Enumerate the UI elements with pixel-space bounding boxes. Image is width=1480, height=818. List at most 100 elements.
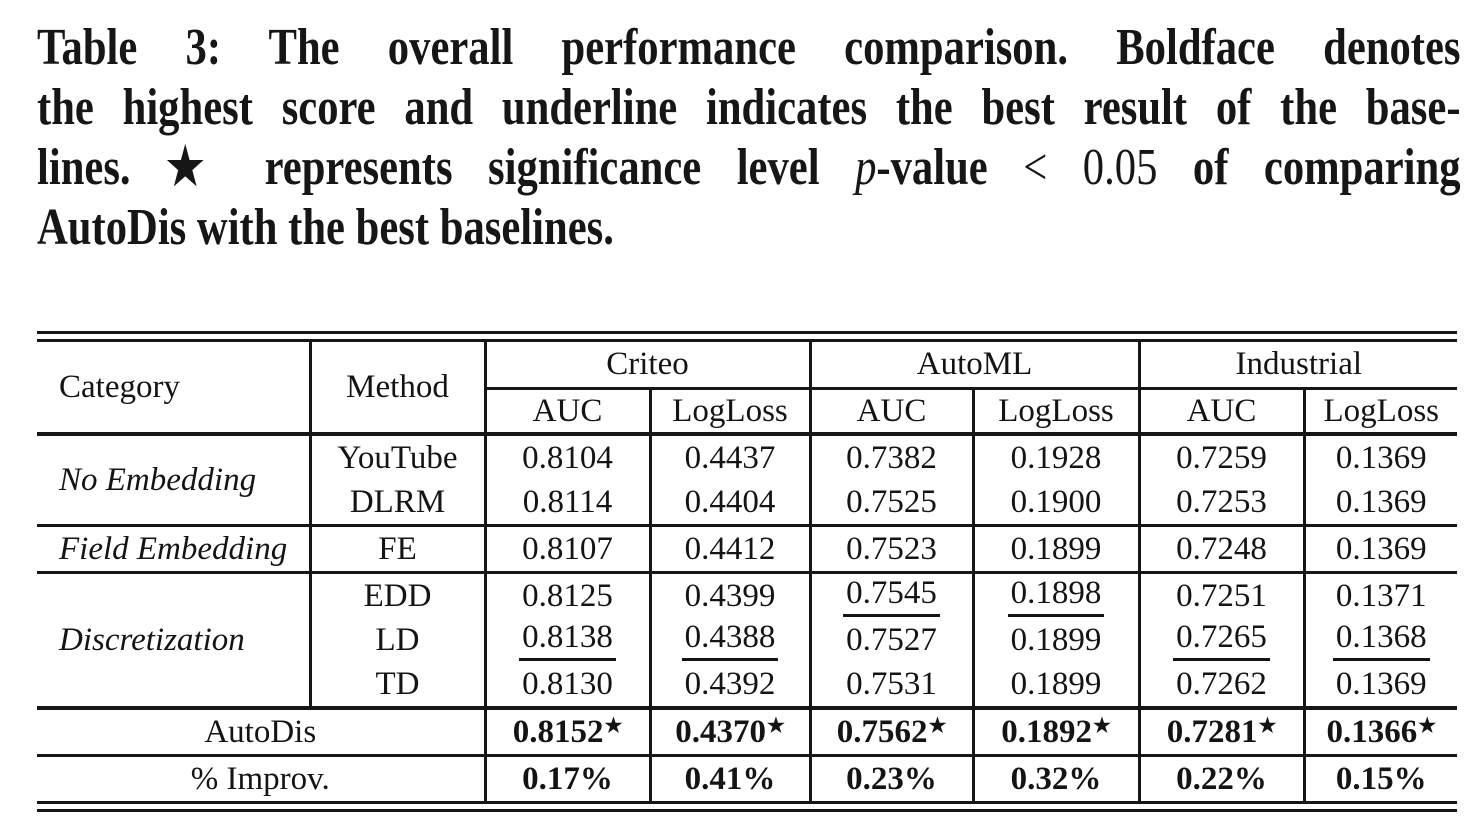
method-header: Method — [310, 340, 487, 436]
value-cell: 0.7248 — [1139, 525, 1306, 574]
caption-line-3: lines. ★ represents significance level p… — [37, 138, 1461, 198]
table-caption: Table 3: The overall performance compari… — [37, 18, 1461, 258]
group-header-automl: AutoML — [810, 340, 1141, 390]
value-cell: 0.4370★ — [650, 708, 812, 757]
value-cell: 0.8104 — [485, 434, 652, 480]
method-cell: TD — [310, 662, 487, 710]
value-cell: 0.7251 — [1139, 572, 1306, 618]
value-cell: 0.1371 — [1335, 577, 1427, 614]
summary-label-cell: % Improv. — [37, 755, 487, 803]
metric-header-auc: AUC — [485, 388, 652, 436]
value-cell: 0.7382 — [810, 434, 975, 480]
header-row-groups: Category Method Criteo AutoML Industrial — [37, 340, 1458, 436]
results-table: Category Method Criteo AutoML Industrial… — [37, 339, 1458, 804]
table-row: TD 0.8130 0.4392 0.7531 0.1899 0.7262 0.1369 — [37, 662, 1458, 710]
value-cell: 0.1899 — [973, 525, 1141, 574]
caption-pvalue-threshold: < 0.05 — [1023, 139, 1158, 196]
value-cell: 0.7265 — [1139, 618, 1306, 662]
category-header: Category — [37, 340, 312, 436]
caption-line-1: Table 3: The overall performance compari… — [37, 19, 1461, 76]
metric-header-logloss: LogLoss — [1304, 388, 1458, 436]
table-header: Category Method Criteo AutoML Industrial… — [37, 340, 1458, 436]
caption-line-2: the highest score and underline indicate… — [37, 79, 1461, 136]
value-cell: 0.15% — [1335, 760, 1427, 797]
caption-line3-suffix: of comparing — [1157, 139, 1461, 196]
value-cell: 0.4392 — [650, 662, 812, 710]
summary-label-cell: AutoDis — [37, 708, 487, 757]
caption-line-4: AutoDis with the best baselines. — [37, 199, 614, 256]
table-row: Discretization EDD 0.8125 0.4399 0.7545 0.189… — [37, 572, 1457, 710]
value-cell: 0.1369 — [1304, 662, 1458, 710]
value-cell: 0.23% — [810, 755, 975, 803]
metric-header-auc: AUC — [810, 388, 975, 436]
table-body: No Embedding YouTube 0.8104 0.4437 0.7382 0.1… — [37, 434, 1458, 803]
value-cell: 0.8114 — [485, 480, 652, 527]
value-cell: 0.1369 — [1304, 525, 1458, 574]
value-cell: 0.1899 — [973, 618, 1141, 662]
value-cell: 0.1928 — [973, 434, 1141, 480]
category-cell: No Embedding — [37, 434, 312, 527]
underlined-value: 0.1898 — [1007, 576, 1105, 617]
method-cell: FE — [310, 525, 487, 574]
group-header-industrial: Industrial — [1139, 340, 1458, 390]
value-cell: 0.7525 — [810, 480, 975, 527]
value-cell: 0.4399 — [650, 572, 812, 618]
method-cell: DLRM — [310, 480, 487, 527]
header-row-metrics: AUC LogLoss AUC LogLoss AUC LogLoss — [37, 388, 1458, 436]
metric-header-auc: AUC — [1139, 388, 1306, 436]
value-cell: 0.1368 — [1304, 618, 1457, 662]
significance-star-icon: ★ — [1418, 714, 1437, 737]
value-cell: 0.8125 — [485, 572, 652, 618]
group-header-criteo: Criteo — [485, 340, 812, 390]
metric-header-logloss: LogLoss — [973, 388, 1141, 436]
value-cell: 0.22% — [1139, 755, 1306, 803]
value-cell: 0.4412 — [650, 525, 812, 574]
value-cell: 0.7562★ — [810, 708, 975, 757]
value-cell: 0.1366★ — [1304, 708, 1458, 757]
significance-star-icon: ★ — [1093, 714, 1111, 737]
value-cell: 0.32% — [973, 755, 1141, 803]
underlined-value: 0.7265 — [1173, 620, 1270, 661]
value-cell: 0.1369 — [1335, 439, 1427, 476]
method-cell: LD — [310, 618, 487, 662]
metric-header-logloss: LogLoss — [650, 388, 812, 436]
value-cell: 0.7253 — [1139, 480, 1306, 527]
summary-row: AutoDis 0.8152★ 0.4370★ 0.7562★ 0.1892★ 0.728… — [37, 708, 1458, 757]
significance-star-icon: ★ — [604, 714, 623, 737]
table-row: Field Embedding FE 0.8107 0.4412 0.7523 0.189… — [37, 525, 1458, 574]
value-cell: 0.7262 — [1139, 662, 1306, 710]
value-cell: 0.8130 — [485, 662, 652, 710]
value-cell: 0.7259 — [1139, 434, 1306, 480]
value-cell: 0.7545 — [810, 572, 975, 618]
value-cell: 0.8107 — [485, 525, 652, 574]
category-cell: Field Embedding — [37, 525, 312, 574]
significance-star-icon: ★ — [767, 714, 785, 737]
underlined-value: 0.4388 — [681, 620, 779, 661]
value-cell: 0.4404 — [650, 480, 812, 527]
value-cell: 0.4388 — [650, 618, 812, 662]
value-cell: 0.8138 — [485, 618, 652, 662]
caption-line3-prefix: lines. ★ represents significance level — [37, 139, 856, 196]
value-cell: 0.1900 — [973, 480, 1141, 527]
table-row: DLRM 0.8114 0.4404 0.7525 0.1900 0.7253 0.1369 — [37, 480, 1458, 527]
value-cell: 0.41% — [650, 755, 812, 803]
table-row: LD 0.8138 0.4388 0.7527 0.1899 0.7265 0.1368 — [37, 618, 1457, 662]
underlined-value: 0.8138 — [519, 620, 616, 661]
table-row: No Embedding YouTube 0.8104 0.4437 0.7382 0.1… — [37, 434, 1457, 527]
value-cell: 0.17% — [485, 755, 652, 803]
value-cell: 0.1892★ — [973, 708, 1141, 757]
underlined-value: 0.7545 — [843, 576, 940, 617]
significance-star-icon: ★ — [928, 714, 947, 737]
category-cell: Discretization — [37, 572, 312, 710]
value-cell: 0.1898 — [973, 572, 1141, 618]
results-table-wrapper: Category Method Criteo AutoML Industrial… — [37, 331, 1458, 812]
caption-line3-mid: -value — [876, 139, 1024, 196]
significance-star-icon: ★ — [1258, 714, 1277, 737]
method-cell: YouTube — [310, 434, 487, 480]
value-cell: 0.1369 — [1304, 480, 1458, 527]
value-cell: 0.7531 — [810, 662, 975, 710]
value-cell: 0.8152★ — [485, 708, 652, 757]
caption-p-symbol: p — [855, 139, 877, 196]
value-cell: 0.7527 — [810, 618, 975, 662]
